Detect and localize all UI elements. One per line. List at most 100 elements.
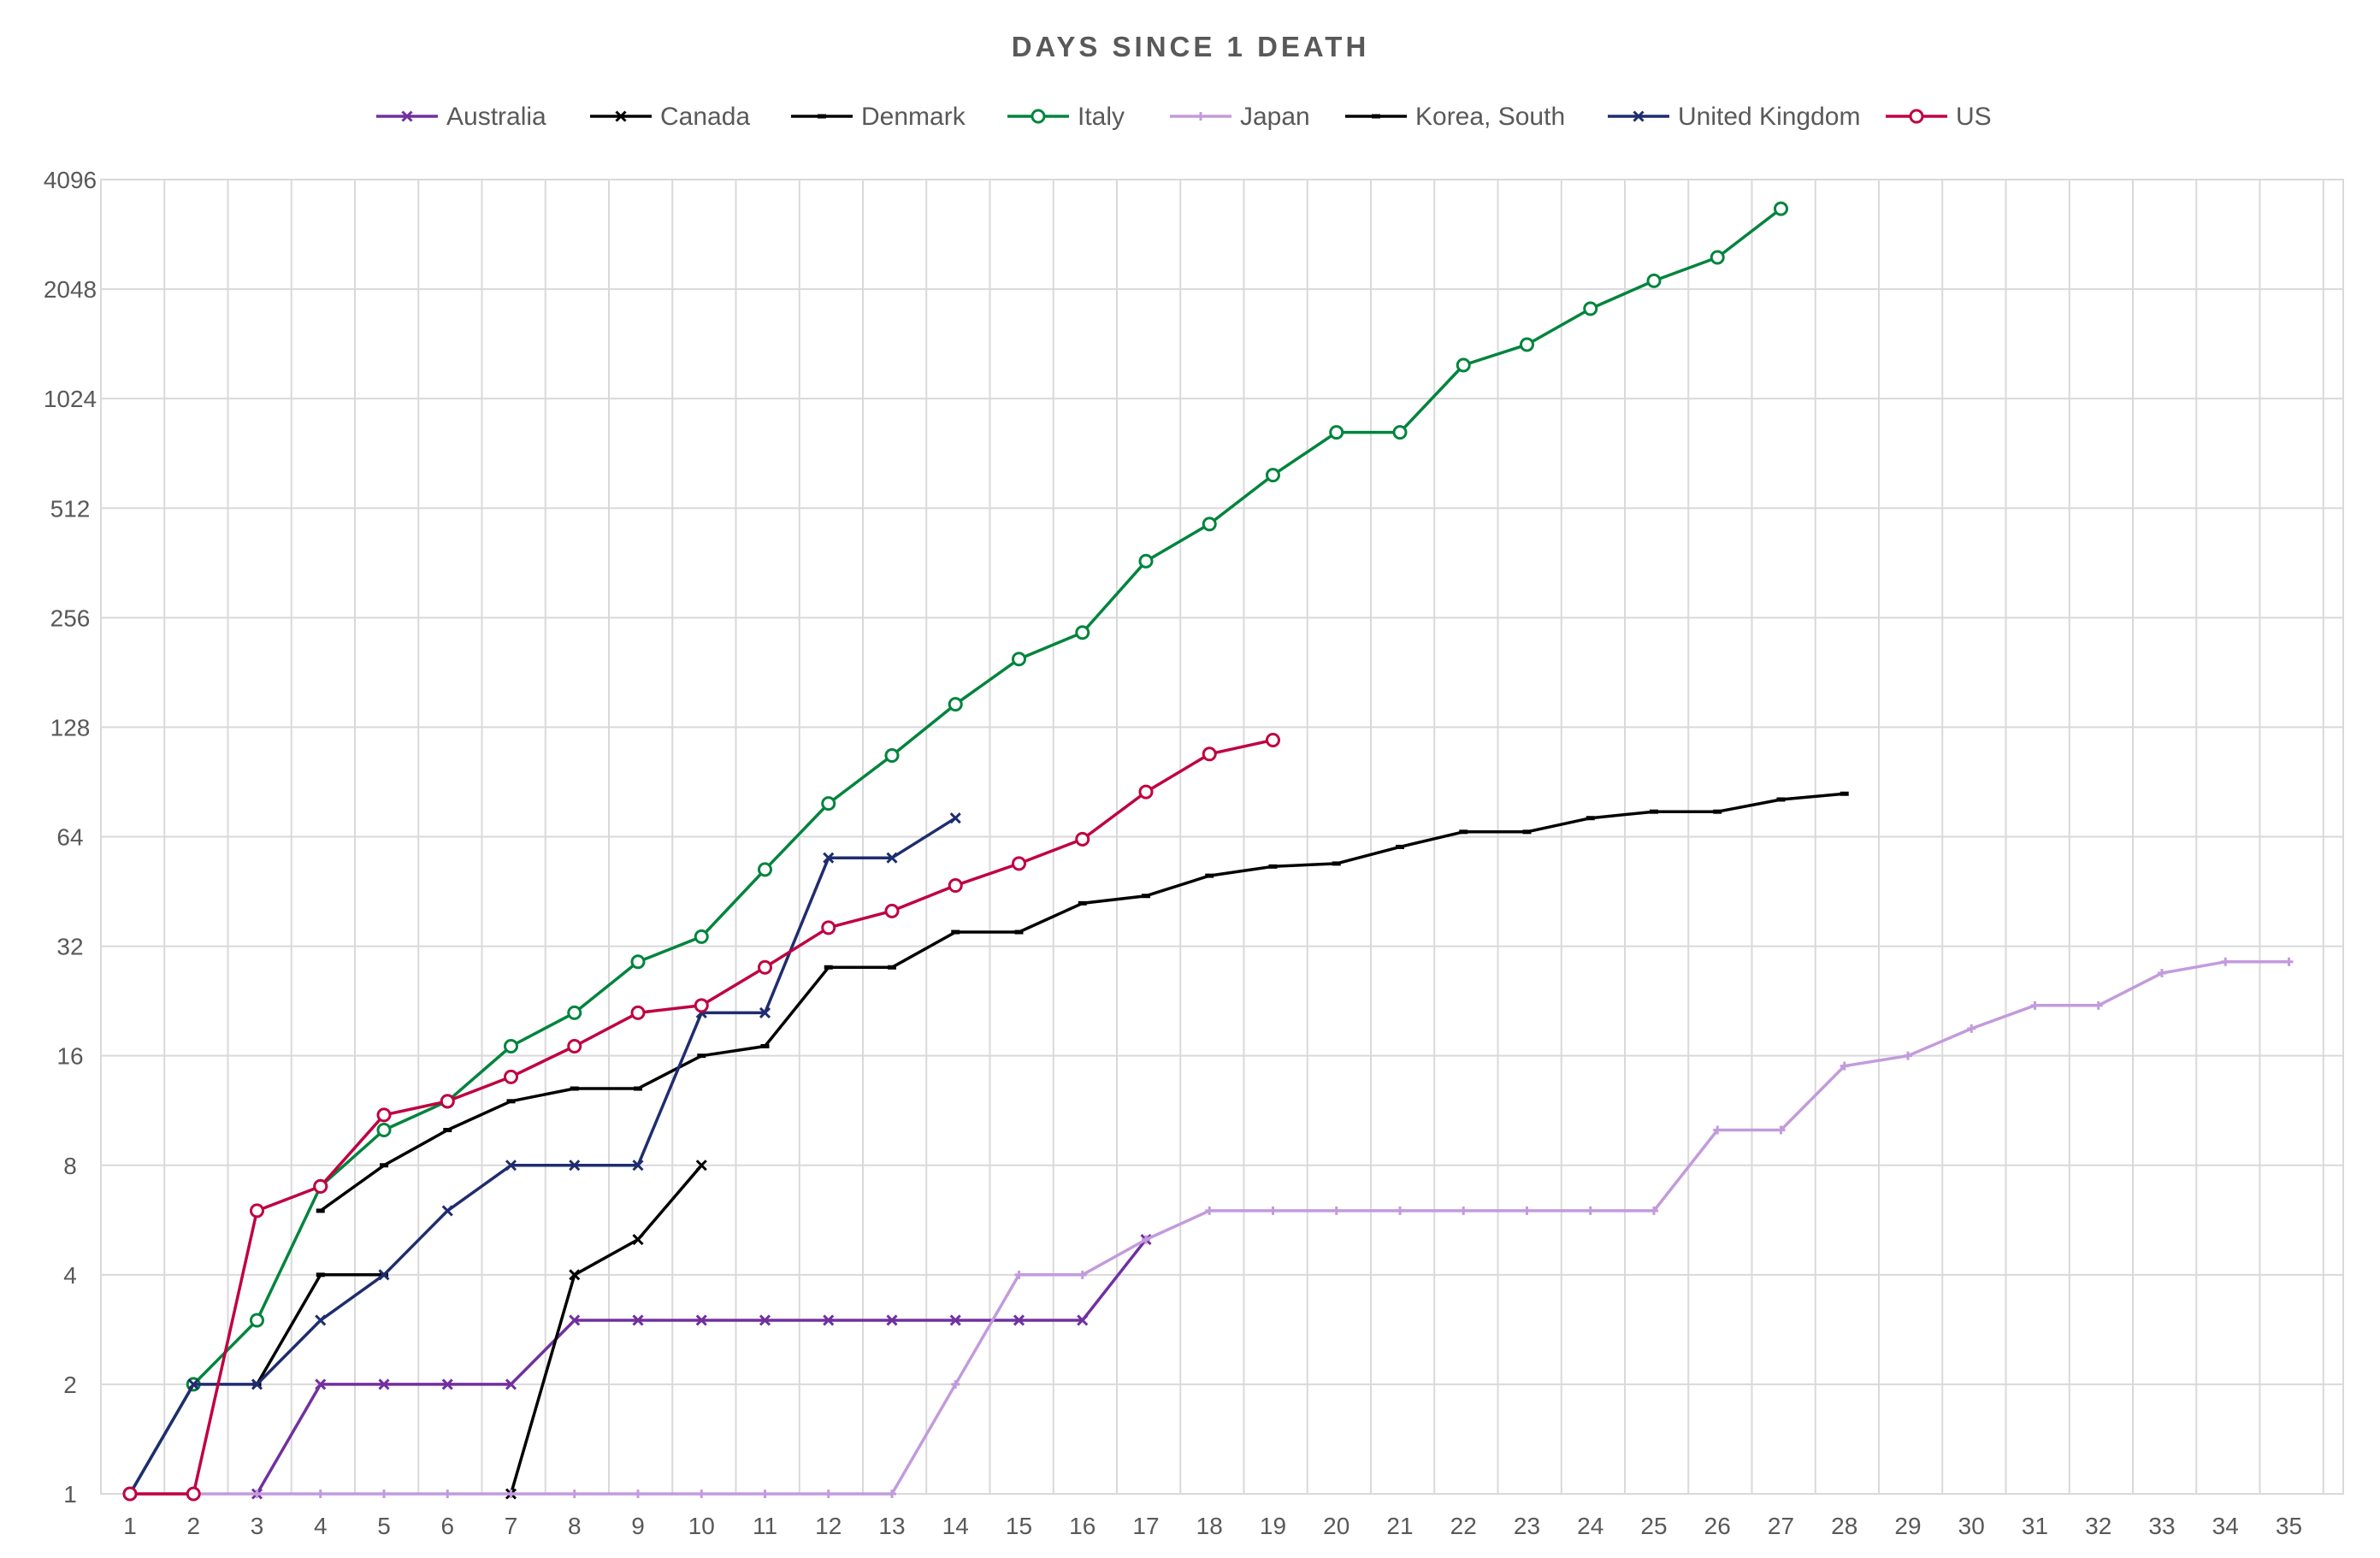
data-point bbox=[1138, 553, 1154, 569]
series-line bbox=[255, 1237, 1148, 1496]
data-point bbox=[2158, 968, 2166, 977]
series-line bbox=[255, 1273, 386, 1386]
x-tick-label: 26 bbox=[1704, 1513, 1731, 1539]
x-tick-label: 31 bbox=[2022, 1513, 2048, 1539]
data-point bbox=[441, 1205, 453, 1217]
x-tick-label: 7 bbox=[505, 1513, 518, 1539]
x-tick-label: 10 bbox=[688, 1513, 715, 1539]
data-point bbox=[380, 1490, 388, 1498]
data-point bbox=[1075, 625, 1090, 640]
data-point bbox=[504, 1038, 518, 1053]
data-point bbox=[506, 1490, 516, 1498]
series-italy bbox=[122, 201, 1788, 1502]
data-point bbox=[948, 878, 963, 894]
data-point bbox=[886, 1314, 898, 1326]
y-tick-label: 2048 bbox=[44, 276, 97, 303]
data-point bbox=[758, 862, 772, 877]
data-point bbox=[1013, 1314, 1025, 1326]
data-point bbox=[884, 748, 900, 764]
legend-marker bbox=[1909, 109, 1924, 124]
data-point bbox=[378, 1269, 390, 1281]
x-tick-label: 6 bbox=[440, 1513, 454, 1539]
data-point bbox=[2030, 1000, 2040, 1010]
series-canada bbox=[505, 1160, 707, 1500]
x-tick-label: 18 bbox=[1196, 1513, 1223, 1539]
x-tick-label: 21 bbox=[1386, 1513, 1413, 1539]
data-point bbox=[888, 1490, 896, 1498]
legend-item: Korea, South bbox=[1345, 103, 1565, 131]
x-tick-label: 8 bbox=[568, 1513, 582, 1539]
x-tick-label: 11 bbox=[753, 1513, 777, 1539]
data-point bbox=[505, 1160, 517, 1171]
data-point bbox=[1202, 747, 1217, 762]
x-tick-label: 34 bbox=[2212, 1513, 2239, 1539]
data-point bbox=[758, 959, 772, 975]
series-line bbox=[128, 738, 1275, 1496]
data-point bbox=[948, 697, 963, 712]
legend-label: Australia bbox=[446, 103, 546, 131]
data-point bbox=[1078, 1270, 1087, 1279]
legend-label: US bbox=[1956, 103, 1992, 131]
data-point bbox=[694, 929, 709, 944]
series-line bbox=[509, 1164, 704, 1496]
data-point bbox=[567, 1005, 582, 1020]
data-point bbox=[1332, 1206, 1341, 1215]
data-point bbox=[250, 1203, 264, 1219]
series-us bbox=[122, 732, 1280, 1502]
x-tick-label: 2 bbox=[186, 1513, 200, 1539]
legend-item: Italy bbox=[1007, 103, 1125, 131]
x-tick-label: 33 bbox=[2148, 1513, 2175, 1539]
series-australia bbox=[251, 1234, 1152, 1500]
data-point bbox=[1077, 1314, 1089, 1326]
data-point bbox=[250, 1313, 264, 1328]
x-tick-label: 3 bbox=[251, 1513, 264, 1539]
data-point bbox=[187, 1378, 199, 1390]
x-tick-label: 25 bbox=[1640, 1513, 1667, 1539]
data-point bbox=[1012, 856, 1026, 871]
data-point bbox=[186, 1486, 201, 1502]
data-point bbox=[884, 903, 900, 918]
data-point bbox=[251, 1378, 263, 1390]
y-tick-label: 4096 bbox=[44, 167, 97, 193]
y-tick-label: 512 bbox=[50, 495, 91, 522]
data-point bbox=[1776, 1125, 1786, 1135]
series-line bbox=[319, 792, 1846, 1213]
series-japan bbox=[126, 957, 2294, 1498]
x-tick-label: 14 bbox=[942, 1513, 969, 1539]
data-point bbox=[1329, 425, 1344, 440]
x-tick-label: 17 bbox=[1132, 1513, 1159, 1539]
x-tick-label: 9 bbox=[631, 1513, 645, 1539]
x-tick-label: 15 bbox=[1006, 1513, 1032, 1539]
x-tick-label: 28 bbox=[1831, 1513, 1857, 1539]
data-point bbox=[1012, 652, 1026, 667]
data-point bbox=[569, 1160, 581, 1171]
data-point bbox=[630, 954, 646, 970]
legend-label: Canada bbox=[660, 103, 750, 131]
data-point bbox=[1396, 1206, 1404, 1215]
data-point bbox=[1840, 1061, 1849, 1071]
data-point bbox=[1520, 337, 1534, 352]
x-tick-label: 29 bbox=[1894, 1513, 1921, 1539]
legend-marker bbox=[401, 110, 413, 122]
data-point bbox=[1586, 1206, 1595, 1215]
data-point bbox=[630, 1005, 646, 1020]
data-point bbox=[632, 1314, 644, 1326]
x-tick-label: 4 bbox=[314, 1513, 328, 1539]
data-point bbox=[886, 852, 898, 864]
data-point bbox=[759, 1314, 771, 1326]
x-tick-label: 16 bbox=[1069, 1513, 1096, 1539]
data-point bbox=[2094, 1000, 2103, 1010]
data-point bbox=[316, 1490, 325, 1498]
x-tick-label: 13 bbox=[878, 1513, 905, 1539]
data-point bbox=[1710, 250, 1725, 265]
chart-title: DAYS SINCE 1 DEATH bbox=[1012, 31, 1370, 62]
data-point bbox=[694, 998, 709, 1013]
data-point bbox=[759, 1006, 771, 1018]
series-line bbox=[128, 816, 958, 1496]
data-point bbox=[504, 1069, 518, 1084]
data-point bbox=[1392, 425, 1408, 440]
y-tick-label: 16 bbox=[56, 1043, 83, 1070]
legend-label: Italy bbox=[1078, 103, 1125, 131]
